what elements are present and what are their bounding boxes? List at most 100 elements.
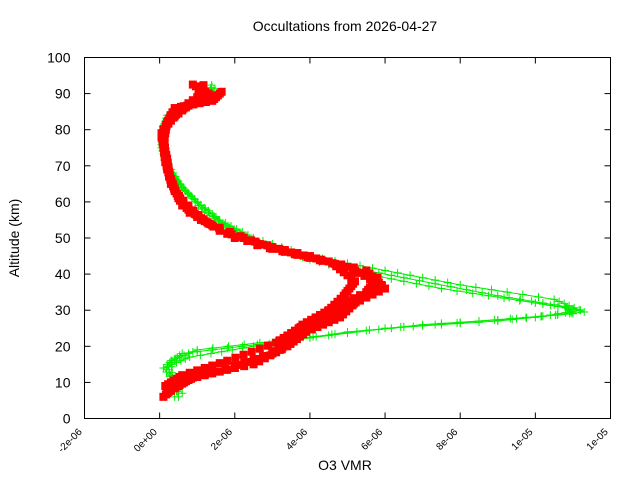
data-point	[178, 389, 187, 398]
data-point	[195, 99, 204, 108]
data-point	[316, 312, 325, 321]
data-point	[168, 360, 177, 369]
data-point	[343, 297, 352, 306]
data-point	[243, 237, 252, 246]
x-tick-label: 0e+00	[132, 427, 160, 455]
data-point	[171, 383, 180, 392]
data-point	[516, 295, 525, 304]
data-point	[290, 250, 299, 259]
data-point	[188, 206, 197, 215]
data-point	[160, 148, 169, 157]
data-point	[546, 301, 555, 310]
data-point	[166, 356, 175, 365]
x-tick-label: 8e-06	[434, 427, 460, 453]
data-point	[570, 303, 579, 312]
y-tick-label: 40	[55, 266, 71, 282]
data-point	[188, 373, 197, 382]
data-point	[161, 158, 170, 167]
data-point	[487, 285, 496, 294]
data-point	[263, 341, 272, 350]
data-point	[406, 271, 415, 280]
data-point	[387, 324, 396, 333]
x-axis-label: O3 VMR	[318, 457, 372, 473]
data-point	[184, 375, 193, 384]
data-point	[166, 385, 175, 394]
data-point	[312, 314, 321, 323]
data-point	[164, 167, 173, 176]
data-point	[184, 349, 193, 358]
data-point	[161, 120, 170, 129]
data-point	[537, 312, 546, 321]
data-point	[431, 320, 440, 329]
data-point	[175, 191, 184, 200]
data-point	[360, 271, 369, 280]
data-point	[349, 265, 358, 274]
data-point	[462, 285, 471, 294]
data-point	[475, 317, 483, 326]
data-point	[215, 359, 224, 368]
data-point	[515, 296, 524, 305]
data-point	[561, 302, 570, 311]
data-point	[521, 313, 530, 322]
data-point	[178, 371, 187, 380]
data-point	[176, 102, 185, 111]
data-point	[166, 112, 175, 121]
x-tick-label: 2e-06	[209, 427, 235, 453]
data-point	[167, 177, 176, 186]
data-point	[453, 318, 462, 327]
data-point	[215, 224, 224, 233]
data-point	[176, 356, 185, 365]
data-point	[201, 98, 210, 107]
data-point	[531, 298, 540, 307]
data-point	[159, 143, 168, 152]
data-point	[168, 108, 177, 117]
data-point	[180, 378, 189, 387]
data-point	[158, 138, 167, 147]
data-point	[553, 311, 562, 320]
y-tick-label: 90	[55, 86, 71, 102]
data-point	[374, 287, 383, 296]
data-point	[500, 294, 509, 303]
x-tick-label: 6e-06	[359, 427, 385, 453]
data-point	[192, 211, 201, 220]
data-point	[431, 279, 440, 288]
data-point	[162, 368, 171, 377]
data-point	[319, 320, 328, 329]
data-point	[343, 327, 352, 336]
data-point	[327, 330, 336, 339]
data-point	[343, 262, 352, 271]
data-point	[217, 347, 226, 356]
data-point	[328, 309, 337, 318]
y-tick-label: 100	[47, 50, 71, 66]
data-point	[371, 277, 380, 286]
data-point	[381, 266, 390, 275]
data-point	[255, 344, 264, 353]
data-point	[170, 104, 179, 113]
data-point	[409, 322, 418, 331]
data-point	[312, 332, 321, 341]
data-point	[266, 351, 275, 360]
data-point	[366, 274, 375, 283]
data-point	[576, 306, 585, 315]
data-point	[555, 297, 564, 306]
data-point	[484, 291, 493, 300]
data-point	[294, 324, 303, 333]
data-point	[225, 228, 234, 237]
data-point	[478, 288, 487, 297]
data-point	[277, 345, 286, 354]
data-point	[387, 271, 396, 280]
data-point	[490, 315, 499, 324]
data-point	[553, 302, 562, 311]
data-point	[221, 365, 230, 374]
y-tick-label: 70	[55, 158, 71, 174]
data-point	[362, 266, 371, 275]
data-point	[534, 292, 543, 301]
data-point	[183, 201, 192, 210]
data-point	[193, 366, 202, 375]
data-point	[193, 371, 202, 380]
data-point	[185, 368, 194, 377]
data-point	[212, 367, 220, 376]
data-point	[208, 344, 217, 353]
data-point	[471, 283, 480, 292]
data-point	[181, 354, 190, 363]
